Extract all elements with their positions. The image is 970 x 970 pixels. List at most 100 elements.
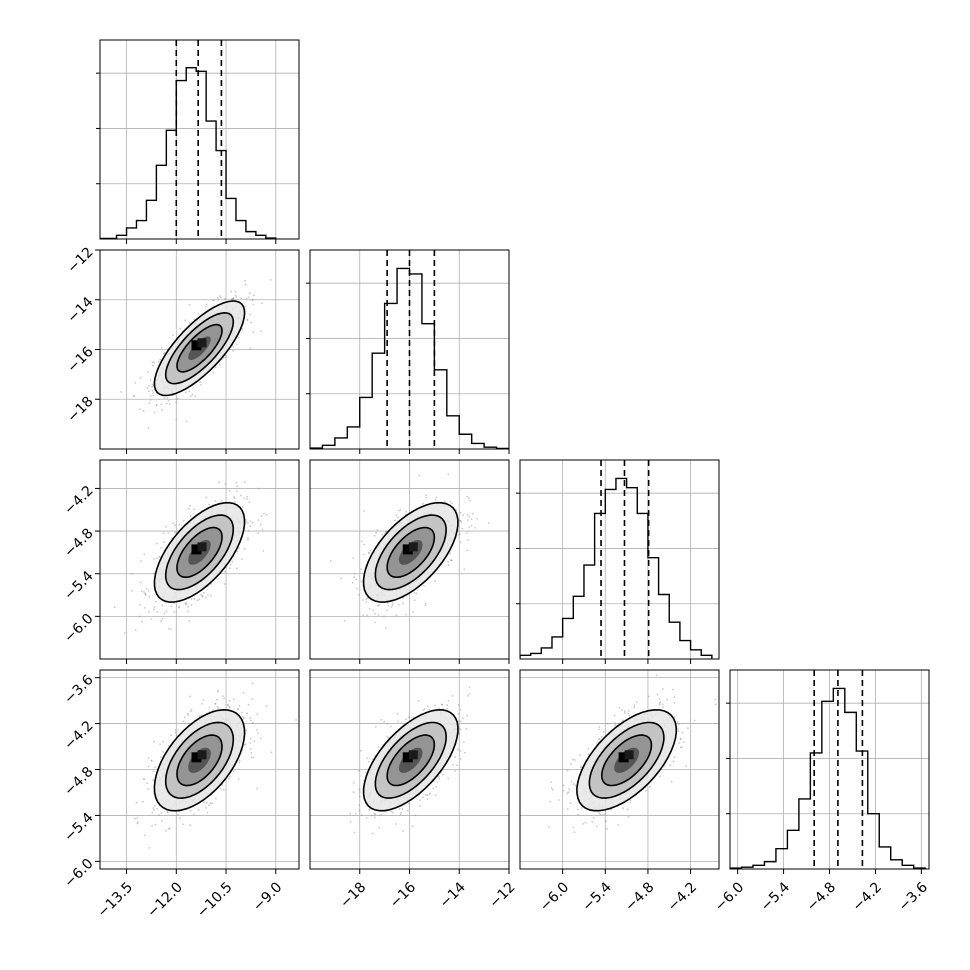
scatter-point xyxy=(601,814,604,816)
scatter-point xyxy=(384,627,387,629)
scatter-point xyxy=(200,384,202,386)
scatter-point xyxy=(412,611,414,613)
scatter-point xyxy=(189,710,192,713)
scatter-point xyxy=(441,703,444,706)
scatter-point xyxy=(459,541,462,544)
scatter-panel-1-0: −18−16−14−12 xyxy=(64,244,300,454)
scatter-point xyxy=(355,578,357,581)
scatter-point xyxy=(193,318,196,321)
scatter-point xyxy=(165,610,168,613)
scatter-point xyxy=(231,560,234,563)
scatter-point xyxy=(391,604,394,607)
scatter-point xyxy=(450,559,453,562)
scatter-point xyxy=(682,741,685,743)
scatter-point xyxy=(447,699,450,702)
scatter-point xyxy=(457,703,460,706)
scatter-point xyxy=(241,506,244,508)
scatter-point xyxy=(252,303,255,306)
scatter-point xyxy=(405,613,407,616)
scatter-point xyxy=(366,757,368,759)
scatter-point xyxy=(676,721,679,723)
scatter-point xyxy=(436,781,439,783)
scatter-point xyxy=(249,742,252,744)
scatter-point xyxy=(558,799,561,801)
scatter-point xyxy=(130,573,133,575)
scatter-point xyxy=(158,814,160,816)
scatter-point xyxy=(231,345,234,347)
scatter-point xyxy=(200,703,203,705)
scatter-point xyxy=(167,532,170,534)
scatter-point xyxy=(204,306,207,308)
y-tick-label: −16 xyxy=(64,344,96,376)
scatter-point xyxy=(144,594,147,596)
scatter-point xyxy=(212,371,215,374)
scatter-point xyxy=(270,751,273,754)
scatter-point xyxy=(240,711,243,714)
scatter-point xyxy=(153,411,156,414)
scatter-point xyxy=(253,740,256,742)
scatter-point xyxy=(249,525,252,528)
scatter-point xyxy=(150,618,153,620)
scatter-point xyxy=(714,698,717,701)
scatter-point xyxy=(174,729,177,731)
scatter-point xyxy=(390,606,393,608)
scatter-point xyxy=(260,330,262,332)
scatter-point xyxy=(390,810,393,813)
scatter-point xyxy=(468,526,471,529)
scatter-point xyxy=(213,299,215,302)
scatter-point xyxy=(426,798,429,800)
x-tick-label: −12 xyxy=(486,879,518,911)
scatter-point xyxy=(156,611,159,613)
scatter-point xyxy=(573,831,576,833)
scatter-point xyxy=(248,292,251,295)
scatter-point xyxy=(178,523,181,526)
scatter-point xyxy=(205,303,208,306)
scatter-point xyxy=(419,799,422,802)
panel-frame xyxy=(309,249,510,450)
scatter-point xyxy=(465,728,468,730)
scatter-point xyxy=(218,481,220,484)
scatter-point xyxy=(207,594,209,596)
scatter-point xyxy=(249,347,252,350)
y-tick-label: −6.0 xyxy=(61,856,96,891)
scatter-point xyxy=(153,572,156,574)
scatter-point xyxy=(212,709,214,711)
scatter-point xyxy=(136,817,139,820)
scatter-point xyxy=(219,363,221,366)
scatter-point xyxy=(419,805,421,807)
scatter-point xyxy=(427,705,429,708)
scatter-point xyxy=(259,523,262,526)
scatter-point xyxy=(203,592,205,594)
x-tick-label: −13.5 xyxy=(94,879,136,921)
scatter-point xyxy=(167,400,170,402)
scatter-point xyxy=(405,718,407,721)
scatter-point xyxy=(617,722,620,725)
scatter-point xyxy=(148,385,150,387)
density-peak xyxy=(402,752,413,763)
scatter-point xyxy=(113,606,116,609)
scatter-point xyxy=(570,780,573,783)
scatter-point xyxy=(149,379,152,381)
scatter-point xyxy=(193,508,196,510)
scatter-point xyxy=(232,698,235,700)
scatter-point xyxy=(693,719,696,722)
scatter-point xyxy=(165,525,167,528)
scatter-point xyxy=(161,617,164,620)
scatter-point xyxy=(210,594,212,597)
scatter-point xyxy=(249,520,252,523)
scatter-point xyxy=(459,511,462,514)
scatter-point xyxy=(362,614,365,616)
scatter-point xyxy=(151,811,154,814)
scatter-point xyxy=(399,509,402,511)
scatter-point xyxy=(670,780,673,783)
scatter-point xyxy=(659,701,662,703)
scatter-point xyxy=(170,734,172,737)
scatter-point xyxy=(621,719,624,722)
scatter-point xyxy=(155,542,158,545)
scatter-point xyxy=(598,737,601,740)
scatter-point xyxy=(435,496,438,499)
scatter-point xyxy=(144,834,147,837)
scatter-point xyxy=(401,602,404,605)
scatter-point xyxy=(142,591,145,593)
scatter-point xyxy=(194,395,197,398)
